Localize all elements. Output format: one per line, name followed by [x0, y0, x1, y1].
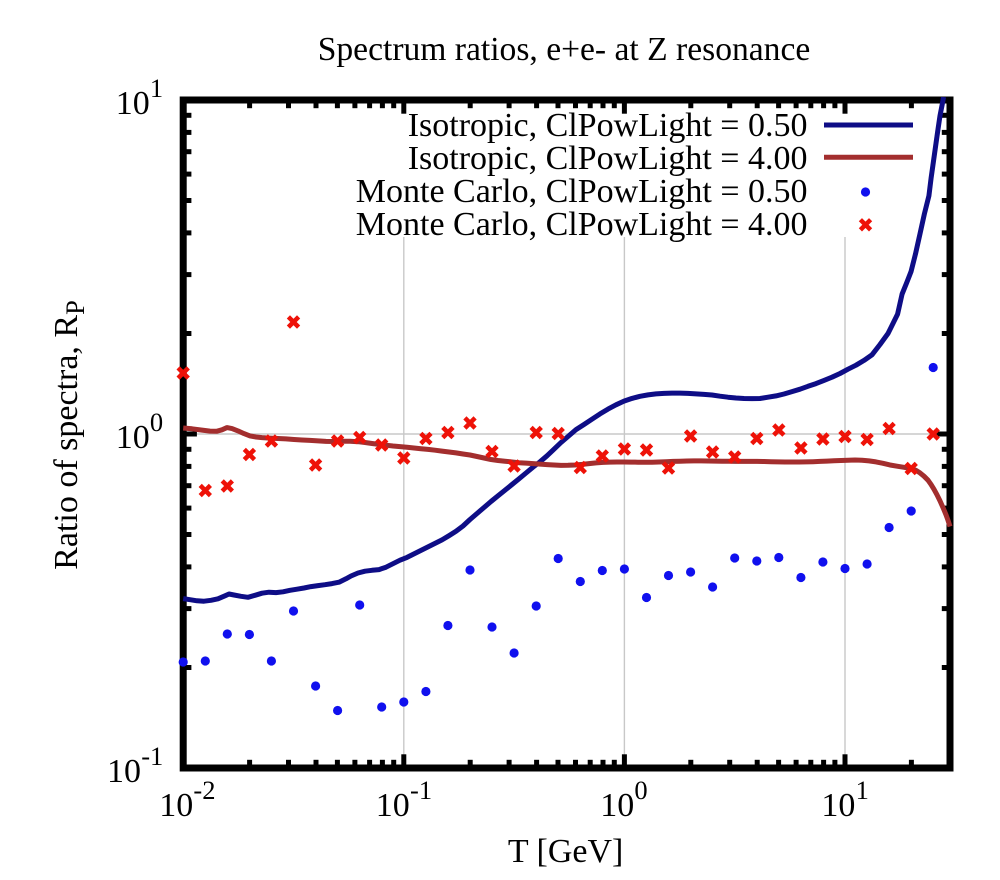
svg-text:0: 0	[150, 407, 163, 437]
svg-text:Isotropic, ClPowLight = 0.50: Isotropic, ClPowLight = 0.50	[408, 107, 808, 144]
svg-text:1: 1	[856, 775, 869, 805]
svg-text:-1: -1	[141, 741, 163, 771]
svg-text:Ratio of spectra, RP: Ratio of spectra, RP	[48, 300, 90, 570]
svg-text:T [GeV]: T [GeV]	[508, 833, 624, 870]
svg-text:10: 10	[116, 85, 150, 122]
svg-text:10: 10	[376, 787, 410, 824]
svg-text:10: 10	[116, 419, 150, 456]
svg-text:0: 0	[634, 775, 647, 805]
svg-text:10: 10	[600, 787, 634, 824]
svg-text:10: 10	[107, 753, 141, 790]
svg-text:10: 10	[159, 787, 193, 824]
svg-text:Spectrum ratios, e+e- at Z res: Spectrum ratios, e+e- at Z resonance	[318, 31, 811, 68]
svg-text:10: 10	[821, 787, 855, 824]
svg-text:Isotropic, ClPowLight = 4.00: Isotropic, ClPowLight = 4.00	[408, 140, 808, 177]
svg-text:Monte Carlo, ClPowLight = 0.50: Monte Carlo, ClPowLight = 0.50	[356, 173, 808, 210]
svg-text:1: 1	[150, 73, 163, 103]
svg-text:Monte Carlo, ClPowLight = 4.00: Monte Carlo, ClPowLight = 4.00	[356, 206, 808, 243]
svg-text:-1: -1	[410, 775, 432, 805]
svg-text:-2: -2	[193, 775, 215, 805]
